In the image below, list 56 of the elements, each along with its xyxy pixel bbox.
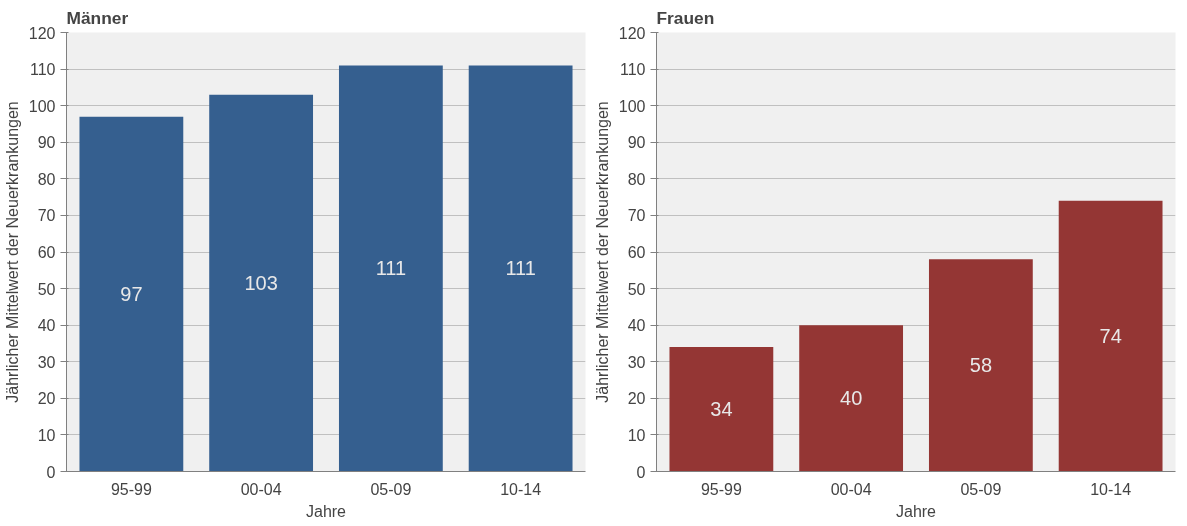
x-tick-label: 10-14 bbox=[1090, 480, 1132, 498]
y-tick-label: 120 bbox=[28, 24, 56, 42]
x-axis-title: Jahre bbox=[895, 502, 937, 520]
data-label: 34 bbox=[710, 398, 733, 421]
y-tick-label: 40 bbox=[627, 317, 646, 335]
x-tick-label: 00-04 bbox=[240, 480, 282, 498]
y-tick-label: 80 bbox=[627, 170, 646, 188]
bar bbox=[79, 116, 184, 472]
y-tick-label: 110 bbox=[29, 61, 56, 79]
data-label: 58 bbox=[969, 354, 992, 377]
y-tick-label: 30 bbox=[627, 353, 646, 371]
y-tick-label: 10 bbox=[37, 426, 56, 444]
y-tick-label: 70 bbox=[37, 207, 56, 225]
y-tick-label: 0 bbox=[636, 463, 646, 481]
y-tick-label: 100 bbox=[618, 97, 646, 115]
y-tick-label: 90 bbox=[37, 134, 56, 152]
y-tick-label: 60 bbox=[37, 244, 56, 261]
x-tick-label: 10-14 bbox=[500, 480, 542, 498]
data-label: 97 bbox=[120, 283, 143, 306]
y-tick-label: 100 bbox=[28, 97, 56, 115]
y-tick-label: 80 bbox=[37, 170, 56, 188]
y-tick-label: 40 bbox=[37, 317, 56, 335]
y-tick-label: 20 bbox=[37, 390, 56, 408]
chart-title: Frauen bbox=[656, 7, 715, 28]
x-tick-label: 05-09 bbox=[960, 480, 1002, 498]
y-tick-label: 110 bbox=[619, 61, 646, 79]
data-label: 111 bbox=[505, 257, 536, 280]
y-tick-label: 90 bbox=[627, 134, 646, 152]
x-tick-label: 95-99 bbox=[110, 480, 152, 498]
y-axis-title: Jährlicher Mittelwert der Neuerkrankungen bbox=[593, 101, 611, 403]
y-tick-label: 10 bbox=[627, 426, 646, 444]
x-tick-label: 95-99 bbox=[700, 480, 742, 498]
y-tick-label: 50 bbox=[37, 280, 56, 298]
data-label: 40 bbox=[840, 387, 863, 410]
y-tick-label: 30 bbox=[37, 353, 56, 371]
x-tick-label: 00-04 bbox=[830, 480, 872, 498]
y-tick-label: 60 bbox=[627, 244, 646, 261]
bar bbox=[669, 347, 774, 472]
data-label: 103 bbox=[244, 272, 278, 295]
bar bbox=[468, 65, 573, 472]
y-tick-label: 50 bbox=[627, 280, 646, 298]
y-tick-label: 70 bbox=[627, 207, 646, 225]
y-axis-title: Jährlicher Mittelwert der Neuerkrankungen bbox=[3, 101, 21, 403]
data-label: 74 bbox=[1099, 325, 1122, 348]
chart-title: Männer bbox=[66, 7, 129, 28]
y-tick-label: 0 bbox=[46, 463, 56, 481]
data-label: 111 bbox=[375, 257, 407, 280]
bar bbox=[1058, 200, 1163, 472]
x-axis-title: Jahre bbox=[305, 502, 347, 520]
bar bbox=[338, 65, 443, 472]
y-tick-label: 20 bbox=[627, 390, 646, 408]
y-tick-label: 120 bbox=[618, 24, 646, 42]
bar bbox=[799, 325, 904, 472]
bar bbox=[209, 94, 314, 472]
x-tick-label: 05-09 bbox=[370, 480, 412, 498]
bar bbox=[928, 259, 1033, 472]
